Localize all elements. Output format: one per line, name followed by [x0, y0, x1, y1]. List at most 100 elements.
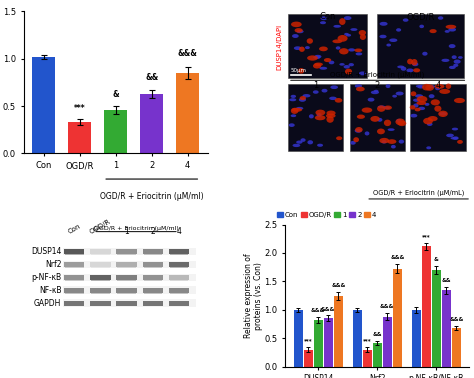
Text: OGD/R: OGD/R — [89, 218, 112, 235]
Text: ***: *** — [74, 104, 86, 113]
Text: OGD/R + Eriocitrin (μM/ml): OGD/R + Eriocitrin (μM/ml) — [100, 192, 203, 201]
Ellipse shape — [452, 55, 457, 59]
Bar — [363, 350, 372, 367]
Bar — [64, 287, 196, 294]
Ellipse shape — [344, 16, 352, 20]
Text: NF-κB: NF-κB — [39, 286, 62, 295]
Text: &&&: &&& — [449, 317, 464, 322]
Ellipse shape — [289, 123, 295, 127]
Ellipse shape — [427, 122, 433, 126]
Bar — [421, 246, 431, 367]
Ellipse shape — [299, 46, 305, 52]
Bar — [324, 318, 333, 367]
Ellipse shape — [449, 66, 456, 69]
Bar — [91, 249, 110, 254]
Ellipse shape — [413, 68, 420, 72]
Ellipse shape — [384, 119, 391, 126]
Ellipse shape — [374, 90, 378, 92]
Ellipse shape — [419, 25, 424, 28]
Bar — [144, 293, 162, 294]
Ellipse shape — [391, 145, 396, 149]
Ellipse shape — [392, 95, 397, 98]
Text: OGD/R + Eriocitrin (μM/mL): OGD/R + Eriocitrin (μM/mL) — [373, 190, 465, 196]
Ellipse shape — [410, 91, 416, 96]
Bar — [144, 306, 162, 307]
Text: 4: 4 — [176, 227, 182, 236]
Ellipse shape — [454, 98, 465, 103]
Ellipse shape — [435, 84, 445, 89]
Bar — [91, 301, 110, 306]
Ellipse shape — [328, 60, 334, 64]
Bar — [392, 269, 402, 367]
Ellipse shape — [309, 114, 314, 118]
Ellipse shape — [356, 87, 365, 91]
Ellipse shape — [289, 98, 296, 101]
Ellipse shape — [453, 136, 459, 140]
Bar — [91, 262, 110, 267]
Bar — [143, 262, 163, 267]
Ellipse shape — [350, 28, 357, 31]
Ellipse shape — [396, 91, 404, 96]
Bar — [170, 306, 188, 307]
Ellipse shape — [399, 139, 404, 144]
Text: DUSP14/DAPI: DUSP14/DAPI — [277, 24, 283, 70]
Bar — [452, 328, 461, 367]
Bar — [169, 249, 189, 254]
Ellipse shape — [449, 44, 456, 48]
Bar — [64, 301, 84, 306]
Bar — [118, 267, 136, 268]
Ellipse shape — [383, 106, 390, 109]
Ellipse shape — [425, 103, 429, 106]
Text: &&&: &&& — [311, 308, 325, 313]
Bar — [144, 267, 162, 268]
Ellipse shape — [327, 110, 336, 116]
Bar — [169, 275, 189, 280]
Bar — [144, 254, 162, 255]
Ellipse shape — [313, 63, 321, 68]
Ellipse shape — [305, 46, 310, 49]
Ellipse shape — [418, 85, 424, 88]
Bar — [117, 262, 137, 267]
Ellipse shape — [426, 146, 431, 149]
Ellipse shape — [353, 137, 359, 142]
Bar — [117, 288, 137, 293]
Ellipse shape — [370, 116, 380, 122]
Bar — [91, 280, 109, 281]
Ellipse shape — [315, 115, 326, 120]
Ellipse shape — [355, 127, 363, 132]
Ellipse shape — [329, 97, 337, 100]
Ellipse shape — [336, 46, 340, 50]
Ellipse shape — [316, 110, 325, 116]
Bar — [91, 293, 109, 294]
Text: &&&: &&& — [331, 283, 346, 288]
Ellipse shape — [406, 68, 414, 72]
Ellipse shape — [371, 91, 379, 94]
Bar — [118, 293, 136, 294]
Bar — [442, 290, 451, 367]
Text: &&: && — [441, 278, 451, 283]
Bar — [118, 254, 136, 255]
Ellipse shape — [348, 63, 354, 66]
Bar — [350, 84, 405, 150]
Bar — [64, 274, 196, 281]
Ellipse shape — [450, 137, 458, 139]
Ellipse shape — [429, 29, 437, 33]
Ellipse shape — [413, 99, 420, 102]
Ellipse shape — [423, 118, 433, 124]
Text: &&&: &&& — [390, 256, 404, 260]
Bar — [303, 350, 313, 367]
Bar — [65, 293, 83, 294]
Bar — [143, 249, 163, 254]
Text: ***: *** — [422, 234, 430, 239]
Text: Con: Con — [319, 12, 336, 21]
Ellipse shape — [355, 48, 362, 52]
Ellipse shape — [299, 98, 306, 102]
Ellipse shape — [355, 129, 362, 133]
Ellipse shape — [438, 16, 443, 20]
Text: 50μm: 50μm — [291, 68, 307, 73]
Ellipse shape — [416, 101, 426, 105]
Ellipse shape — [294, 28, 303, 33]
Text: ***: *** — [363, 338, 372, 343]
Ellipse shape — [407, 59, 413, 64]
Ellipse shape — [410, 105, 415, 110]
